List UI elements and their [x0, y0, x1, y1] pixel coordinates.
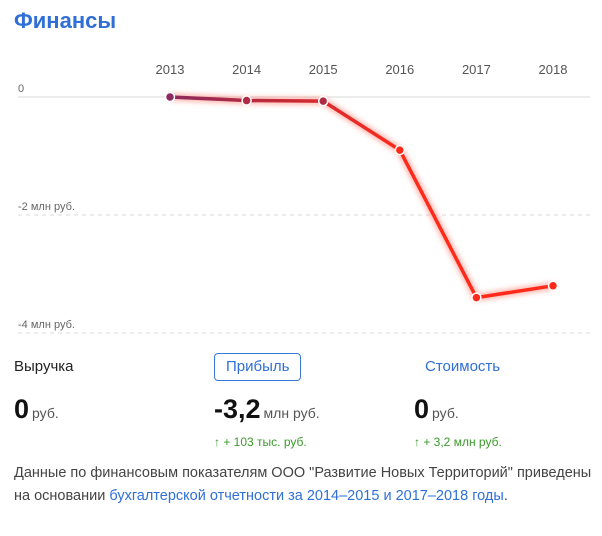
- metric-revenue-label: Выручка: [14, 358, 74, 375]
- page-title: Финансы: [14, 8, 117, 33]
- profit-line-chart: 0 -2 млн руб. -4 млн руб. 2013 2014 2015 2016…: [18, 62, 590, 334]
- y-tick-label: 0: [18, 83, 24, 95]
- metric-revenue-value: 0: [14, 394, 30, 424]
- tab-profit[interactable]: Прибыль: [214, 353, 302, 381]
- x-tick-label: 2014: [232, 62, 261, 77]
- footnote: Данные по финансовым показателям ООО "Ра…: [14, 462, 594, 508]
- data-point[interactable]: [394, 144, 406, 156]
- metric-profit-value: -3,2: [214, 394, 261, 424]
- x-tick-label: 2015: [309, 62, 338, 77]
- y-tick-label: -2 млн руб.: [18, 201, 75, 213]
- metric-value: Стоимость 0 руб. ↑ + 3,2 млн руб.: [414, 352, 502, 449]
- x-tick-label: 2016: [385, 62, 414, 77]
- y-axis: 0 -2 млн руб. -4 млн руб.: [18, 83, 75, 331]
- metric-value-unit: руб.: [432, 405, 459, 421]
- data-points: [164, 91, 559, 303]
- metric-revenue: Выручка 0 руб.: [14, 352, 74, 425]
- chart-grid: [18, 96, 590, 334]
- x-tick-label: 2013: [156, 62, 185, 77]
- metric-revenue-unit: руб.: [32, 405, 59, 421]
- metric-value-value: 0: [414, 394, 430, 424]
- metric-profit: Прибыль -3,2 млн руб. ↑ + 103 тыс. руб.: [214, 352, 320, 449]
- footnote-end: .: [503, 488, 508, 504]
- report-link[interactable]: бухгалтерской отчетности за 2014–2015 и …: [109, 488, 504, 504]
- tab-value[interactable]: Стоимость: [425, 358, 501, 375]
- metric-value-change: ↑ + 3,2 млн руб.: [414, 435, 502, 449]
- y-tick-label: -4 млн руб.: [18, 319, 75, 331]
- data-point[interactable]: [164, 91, 176, 103]
- metric-profit-unit: млн руб.: [263, 405, 320, 421]
- metric-profit-change: ↑ + 103 тыс. руб.: [214, 435, 307, 449]
- data-point[interactable]: [241, 95, 252, 106]
- x-tick-label: 2018: [539, 62, 568, 77]
- x-tick-label: 2017: [462, 62, 491, 77]
- data-point[interactable]: [471, 292, 482, 303]
- data-point[interactable]: [547, 280, 559, 292]
- x-axis: 2013 2014 2015 2016 2017 2018: [156, 62, 568, 77]
- data-point[interactable]: [317, 95, 329, 107]
- series-line: [168, 95, 555, 300]
- footnote-text: Данные по финансовым показателям ООО "Ра…: [14, 465, 592, 504]
